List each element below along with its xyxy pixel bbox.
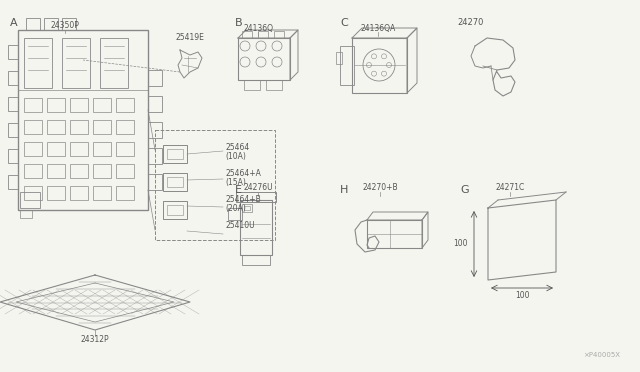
- Text: (15A): (15A): [225, 179, 246, 187]
- Bar: [116, 142, 134, 156]
- Bar: [163, 173, 187, 191]
- Bar: [26, 18, 40, 30]
- Text: E: E: [235, 185, 242, 195]
- Text: (20A): (20A): [225, 205, 246, 214]
- Bar: [8, 149, 18, 163]
- Bar: [336, 52, 342, 64]
- Bar: [8, 71, 18, 85]
- Bar: [116, 98, 134, 112]
- Bar: [244, 80, 260, 90]
- Bar: [242, 31, 252, 38]
- Text: H: H: [340, 185, 348, 195]
- Bar: [242, 255, 270, 265]
- Text: 24312P: 24312P: [81, 336, 109, 344]
- Bar: [93, 98, 111, 112]
- Text: G: G: [460, 185, 468, 195]
- Bar: [167, 149, 183, 159]
- Bar: [242, 204, 252, 212]
- Bar: [70, 186, 88, 200]
- Bar: [93, 120, 111, 134]
- Text: C: C: [340, 18, 348, 28]
- Bar: [47, 164, 65, 178]
- Bar: [93, 164, 111, 178]
- Bar: [367, 220, 422, 248]
- Text: 24270+B: 24270+B: [362, 183, 398, 192]
- Bar: [24, 142, 42, 156]
- Bar: [70, 164, 88, 178]
- Bar: [352, 38, 407, 93]
- Bar: [266, 80, 282, 90]
- Bar: [240, 200, 272, 255]
- Text: 24270: 24270: [457, 18, 483, 27]
- Text: ×P40005X: ×P40005X: [583, 352, 620, 358]
- Text: 25410U: 25410U: [225, 221, 255, 231]
- Bar: [62, 18, 76, 30]
- Bar: [238, 38, 290, 80]
- Bar: [8, 123, 18, 137]
- Bar: [163, 201, 187, 219]
- Text: B: B: [235, 18, 243, 28]
- Bar: [70, 120, 88, 134]
- Bar: [44, 18, 58, 30]
- Bar: [24, 164, 42, 178]
- Bar: [24, 98, 42, 112]
- Bar: [163, 145, 187, 163]
- Bar: [8, 175, 18, 189]
- Bar: [93, 186, 111, 200]
- Bar: [100, 38, 128, 88]
- Text: 25464+A: 25464+A: [225, 170, 261, 179]
- Bar: [155, 130, 275, 240]
- Text: 100: 100: [515, 292, 529, 301]
- Bar: [148, 96, 162, 112]
- Bar: [8, 97, 18, 111]
- Text: 25419E: 25419E: [175, 33, 204, 42]
- Bar: [47, 186, 65, 200]
- Bar: [340, 46, 354, 85]
- Bar: [148, 148, 162, 164]
- Bar: [24, 38, 52, 88]
- Bar: [20, 210, 32, 218]
- Text: A: A: [10, 18, 18, 28]
- Bar: [148, 70, 162, 86]
- Text: 24271C: 24271C: [495, 183, 525, 192]
- Bar: [20, 192, 40, 208]
- Bar: [70, 142, 88, 156]
- Bar: [62, 38, 90, 88]
- Text: 25464+B: 25464+B: [225, 196, 260, 205]
- Text: 25464: 25464: [225, 144, 249, 153]
- Bar: [8, 45, 18, 59]
- Bar: [148, 122, 162, 138]
- Text: (10A): (10A): [225, 153, 246, 161]
- Bar: [228, 208, 242, 220]
- Text: 24136QA: 24136QA: [360, 23, 396, 32]
- Bar: [70, 98, 88, 112]
- Bar: [116, 186, 134, 200]
- Bar: [258, 31, 268, 38]
- Bar: [18, 30, 148, 210]
- Text: 24136Q: 24136Q: [243, 23, 273, 32]
- Bar: [47, 98, 65, 112]
- Bar: [167, 205, 183, 215]
- Text: 100: 100: [454, 240, 468, 248]
- Bar: [24, 120, 42, 134]
- Bar: [167, 177, 183, 187]
- Bar: [148, 174, 162, 190]
- Bar: [274, 31, 284, 38]
- Bar: [236, 192, 276, 202]
- Bar: [93, 142, 111, 156]
- Bar: [244, 206, 250, 210]
- Bar: [116, 120, 134, 134]
- Bar: [47, 120, 65, 134]
- Bar: [116, 164, 134, 178]
- Bar: [24, 186, 42, 200]
- Text: 24276U: 24276U: [243, 183, 273, 192]
- Text: 24350P: 24350P: [51, 22, 79, 31]
- Bar: [47, 142, 65, 156]
